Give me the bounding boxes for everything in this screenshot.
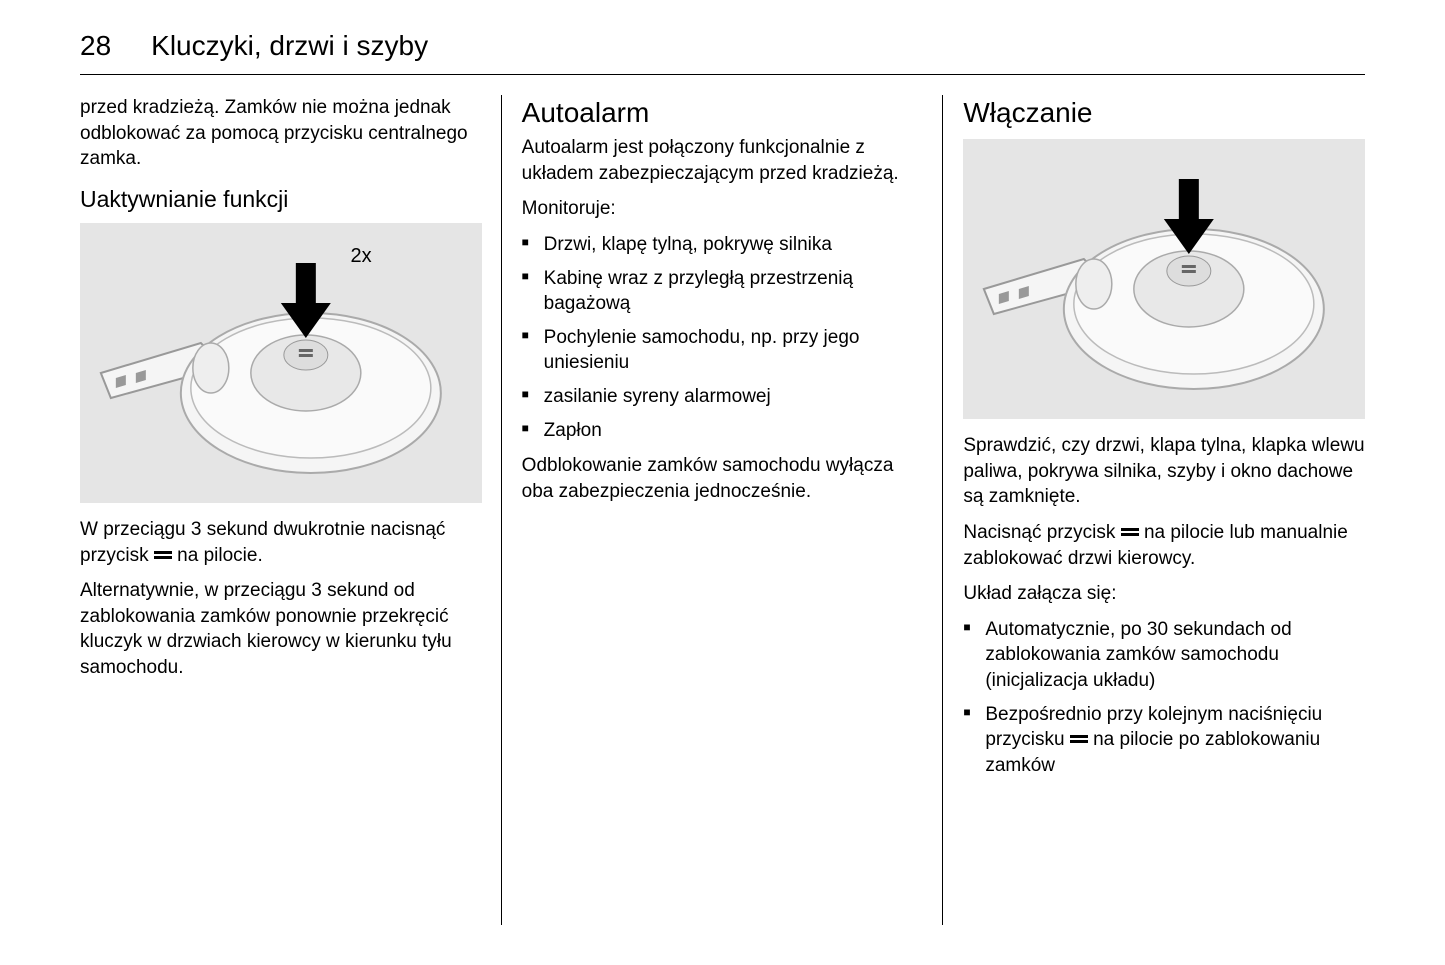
list-item: Drzwi, klapę tylną, pokrywę silnika <box>522 232 924 258</box>
column-3: Włączanie Sprawdzić, czy d <box>943 95 1365 925</box>
page-header: 28 Kluczyki, drzwi i szyby <box>80 30 1365 75</box>
col2-outro: Odblokowanie zamków samochodu wyłącza ob… <box>522 453 924 504</box>
figure-key-single <box>963 139 1365 419</box>
col3-p2-pre: Nacisnąć przycisk <box>963 522 1120 543</box>
list-item: Pochylenie samochodu, np. przy jego unie… <box>522 325 924 376</box>
col3-bullets: Automatycznie, po 30 sekundach od zablok… <box>963 617 1365 779</box>
column-1: przed kradzieżą. Zamków nie można jednak… <box>80 95 502 925</box>
col3-heading: Włączanie <box>963 97 1365 129</box>
col3-p1: Sprawdzić, czy drzwi, klapa tylna, klapk… <box>963 433 1365 510</box>
figure-key-2x: 2x <box>80 223 482 503</box>
col2-bullets: Drzwi, klapę tylną, pokrywę silnika Kabi… <box>522 232 924 443</box>
column-2: Autoalarm Autoalarm jest połączony funkc… <box>502 95 944 925</box>
lock-button-icon <box>1070 734 1088 744</box>
col1-p1: W przeciągu 3 sekund dwukrotnie nacisnąć… <box>80 517 482 568</box>
page-number: 28 <box>80 30 111 62</box>
lock-button-icon <box>154 550 172 560</box>
list-item: zasilanie syreny alarmowej <box>522 384 924 410</box>
col3-activates-label: Układ załącza się: <box>963 581 1365 607</box>
col3-p2: Nacisnąć przycisk na pilocie lub manualn… <box>963 520 1365 571</box>
col2-heading: Autoalarm <box>522 97 924 129</box>
col1-heading: Uaktywnianie funkcji <box>80 186 482 213</box>
key-fob-illustration-icon <box>80 223 482 503</box>
list-item: Bezpośrednio przy kolejnym naciśnięciu p… <box>963 702 1365 779</box>
col2-monitors-label: Monitoruje: <box>522 196 924 222</box>
list-item: Kabinę wraz z przyległą przestrzenią bag… <box>522 266 924 317</box>
figure-label-2x: 2x <box>351 245 372 268</box>
lock-button-icon <box>1121 527 1139 537</box>
list-item: Zapłon <box>522 418 924 444</box>
content-columns: przed kradzieżą. Zamków nie można jednak… <box>80 95 1365 925</box>
col1-p2: Alternatywnie, w przeciągu 3 sekund od z… <box>80 578 482 681</box>
page-title: Kluczyki, drzwi i szyby <box>151 30 428 62</box>
col1-intro: przed kradzieżą. Zamków nie można jednak… <box>80 95 482 172</box>
key-fob-illustration-icon <box>963 139 1365 419</box>
col1-p1-post: na pilocie. <box>172 545 263 566</box>
col2-intro: Autoalarm jest połączony funkcjonalnie z… <box>522 135 924 186</box>
list-item: Automatycznie, po 30 sekundach od zablok… <box>963 617 1365 694</box>
